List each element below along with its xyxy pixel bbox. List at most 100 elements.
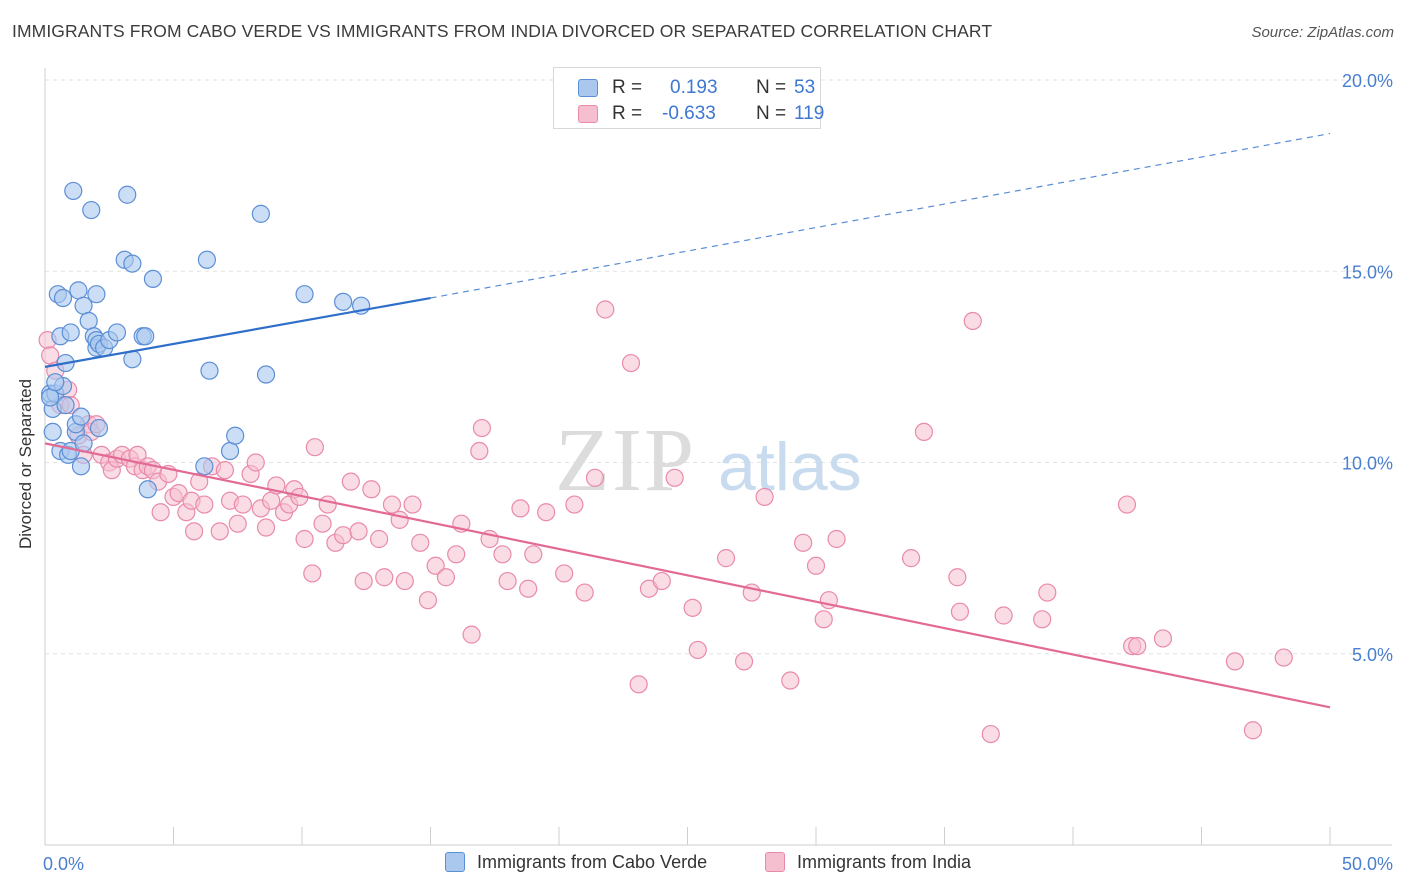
cabo-verde-point [53, 288, 73, 308]
cabo-verde-point [220, 441, 240, 461]
y-tick-label: 5.0% [1352, 645, 1393, 665]
india-point [305, 438, 324, 457]
cabo-verde-point [295, 285, 314, 304]
watermark: ZIP atlas [555, 411, 862, 510]
x-tick-label: 50.0% [1342, 854, 1393, 874]
india-point [806, 556, 826, 575]
india-point [575, 583, 594, 602]
blue-swatch [578, 79, 598, 97]
india-point [555, 564, 574, 583]
india-point [621, 353, 641, 373]
india-point [683, 598, 702, 617]
watermark-atlas: atlas [718, 429, 862, 505]
watermark-zip: ZIP [555, 411, 696, 510]
cabo-verde-point [71, 407, 91, 426]
n-value: 119 [794, 103, 825, 124]
cabo-verde-point [200, 361, 219, 380]
india-point [1243, 721, 1263, 740]
pink-swatch [578, 105, 598, 123]
india-point [436, 568, 456, 587]
india-point [382, 495, 402, 514]
legend-item-india: Immigrants from India [765, 852, 971, 873]
india-point [41, 346, 60, 365]
india-point [246, 453, 265, 472]
cabo-verde-point [69, 281, 88, 300]
india-point [184, 522, 204, 541]
n-label: N = [756, 103, 787, 124]
gridlines [45, 79, 1392, 655]
cabo-verde-point [251, 204, 270, 223]
india-point [334, 526, 353, 545]
india-point [498, 571, 517, 591]
india-point [228, 514, 247, 533]
cabo-verde-point [334, 292, 353, 311]
y-axis-label-box: Divorced or Separated [6, 379, 46, 549]
india-point [256, 518, 276, 537]
cabo-verde-trend-line [44, 296, 431, 368]
india-point [565, 495, 584, 514]
india-point [472, 418, 491, 438]
n-value: 53 [794, 77, 816, 98]
cabo-verde-point [107, 323, 127, 342]
india-point [341, 472, 360, 491]
india-point [426, 556, 445, 575]
india-point [1038, 583, 1057, 602]
india-point [493, 545, 512, 564]
india-points [38, 300, 1293, 744]
tick-labels: 5.0% 10.0% 15.0% 20.0% 0.0% 50.0% [43, 71, 1393, 874]
india-point [1153, 629, 1173, 648]
y-axis-label: Divorced or Separated [16, 378, 35, 550]
india-point [652, 571, 671, 591]
legend-blue-swatch [445, 852, 465, 872]
india-point [914, 422, 934, 441]
cabo-verde-point [118, 185, 137, 204]
india-point [948, 568, 967, 587]
cabo-verde-point [123, 254, 142, 273]
india-point [1117, 495, 1137, 514]
x-tick-label: 0.0% [43, 854, 84, 874]
india-point [362, 480, 381, 499]
cabo-verde-point [226, 426, 245, 445]
axes [44, 68, 1392, 846]
legend-item-cabo-verde: Immigrants from Cabo Verde [445, 852, 707, 873]
cabo-verde-point [256, 365, 276, 384]
india-point [716, 549, 736, 568]
india-point [318, 495, 337, 514]
india-point [395, 571, 414, 591]
cabo-verde-point [197, 250, 217, 269]
india-point [963, 311, 982, 331]
trend-lines [44, 132, 1331, 709]
india-point [755, 487, 774, 507]
cabo-verde-point [43, 422, 62, 441]
cabo-verde-point [41, 388, 60, 407]
stats-box: R = 0.193 N = 53 R = -0.633 N = 119 [553, 67, 825, 129]
india-point [734, 652, 754, 671]
india-point [688, 640, 707, 660]
india-point [1225, 652, 1245, 671]
india-point [665, 468, 684, 487]
cabo-verde-point [79, 311, 98, 331]
legend-pink-swatch [765, 852, 785, 872]
india-point [511, 499, 530, 518]
india-point [794, 533, 813, 552]
india-point [981, 724, 1000, 744]
cabo-verde-point [136, 327, 155, 346]
cabo-verde-point [89, 418, 109, 438]
cabo-verde-point [138, 480, 157, 499]
india-point [295, 529, 314, 549]
cabo-verde-points [41, 181, 371, 499]
india-point [210, 522, 229, 541]
india-point [827, 529, 846, 549]
india-point [781, 671, 800, 690]
india-point [233, 495, 252, 514]
cabo-verde-point [56, 396, 75, 415]
india-point [313, 514, 332, 533]
source-label: Source: ZipAtlas.com [1251, 24, 1394, 41]
india-point [524, 545, 543, 564]
legend-label: Immigrants from Cabo Verde [477, 852, 708, 872]
india-point [629, 675, 648, 694]
india-point [215, 461, 234, 480]
india-point [370, 529, 389, 549]
r-label: R = [612, 77, 643, 98]
india-point [151, 503, 170, 522]
